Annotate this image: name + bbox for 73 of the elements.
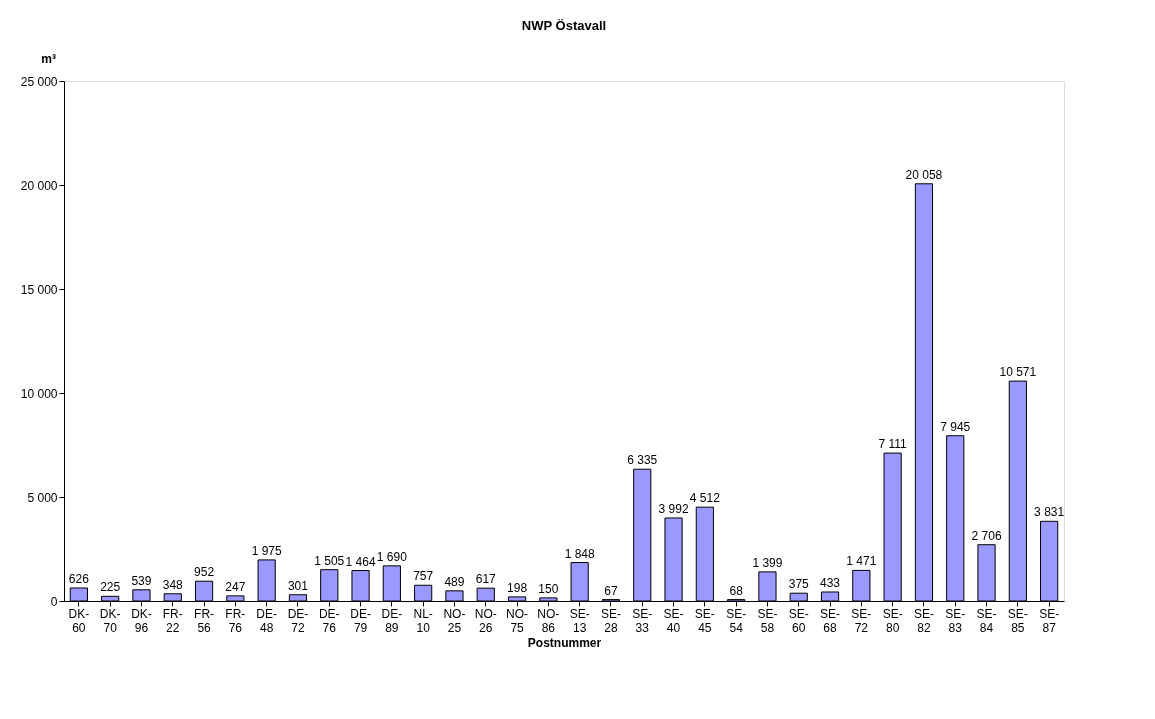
data-label: 4 512 [689,491,721,506]
x-tick-label: SE-60 [788,606,809,635]
x-tick-label: SE-68 [820,606,841,635]
x-tick-label: NO-26 [474,606,497,635]
chart-title: NWP Östavall [521,18,607,33]
data-label: 7 111 [878,437,908,452]
data-label: 1 690 [376,549,408,564]
y-axis-title: m³ [41,52,56,66]
x-tick-label: DK-60 [68,606,90,635]
x-tick-label: SE-83 [945,606,966,635]
data-label: 952 [194,565,215,580]
x-tick-label: DE-79 [350,606,371,635]
x-tick-label: SE-45 [694,606,715,635]
x-tick-label: SE-58 [757,606,778,635]
x-tick-label: DE-72 [287,606,309,635]
x-tick-label: SE-80 [882,606,903,635]
x-tick-label: SE-84 [976,606,997,635]
x-tick-label: DE-48 [256,606,277,635]
x-tick-label: FR-56 [194,606,215,635]
data-label: 433 [820,575,841,590]
x-tick-label: NO-25 [443,606,466,635]
x-axis-title: Postnummer [527,635,602,650]
data-label: 2 706 [971,528,1002,543]
y-tick-label: 15 000 [20,282,58,297]
x-tick-label: SE-33 [632,606,653,635]
y-tick-label: 0 [50,594,58,609]
y-tick-label: 25 000 [20,74,58,89]
data-label: 757 [413,569,434,584]
data-label: 626 [68,571,90,586]
data-label: 68 [729,583,744,598]
x-tick-label: DE-76 [318,606,340,635]
x-tick-label: SE-40 [663,606,684,635]
data-label: 617 [475,572,497,587]
data-label: 20 058 [905,167,943,182]
x-tick-label: SE-28 [600,606,621,635]
x-tick-label: FR-22 [162,606,183,635]
y-tick-label: 20 000 [20,178,58,193]
x-tick-label: SE-13 [569,606,590,635]
data-label: 1 471 [846,554,877,569]
data-label: 67 [604,583,618,598]
data-label: 7 945 [940,419,971,434]
x-tick-label: NO-75 [506,606,529,635]
x-tick-label: SE-87 [1039,606,1060,635]
x-tick-label: DK-96 [131,606,152,635]
data-label: 198 [507,580,528,595]
x-tick-label: DK-70 [99,606,121,635]
x-tick-label: SE-85 [1007,606,1028,635]
x-tick-label: DE-89 [381,606,403,635]
data-label: 489 [444,574,465,589]
x-tick-label: SE-82 [913,606,934,635]
x-tick-label: SE-54 [726,606,747,635]
x-tick-label: NL-10 [413,606,433,635]
data-label: 1 848 [564,546,595,561]
x-tick-label: FR-76 [225,606,246,635]
data-label: 301 [287,578,309,593]
data-label: 225 [100,580,121,595]
x-tick-label: SE-72 [851,606,872,635]
data-label: 150 [538,581,559,596]
data-label: 3 831 [1034,505,1065,520]
data-label: 375 [788,577,810,592]
data-label: 1 464 [345,554,376,569]
data-label: 1 399 [752,555,783,570]
data-label: 10 571 [999,365,1037,380]
data-label: 3 992 [658,501,689,516]
y-tick-label: 5 000 [27,490,58,505]
data-label: 1 505 [314,553,345,568]
data-label: 6 335 [627,453,658,468]
y-tick-label: 10 000 [20,386,58,401]
data-label: 1 975 [251,543,282,558]
data-label: 539 [131,573,152,588]
data-label: 348 [162,577,184,592]
x-tick-label: NO-86 [537,606,560,635]
data-label: 247 [225,579,246,594]
